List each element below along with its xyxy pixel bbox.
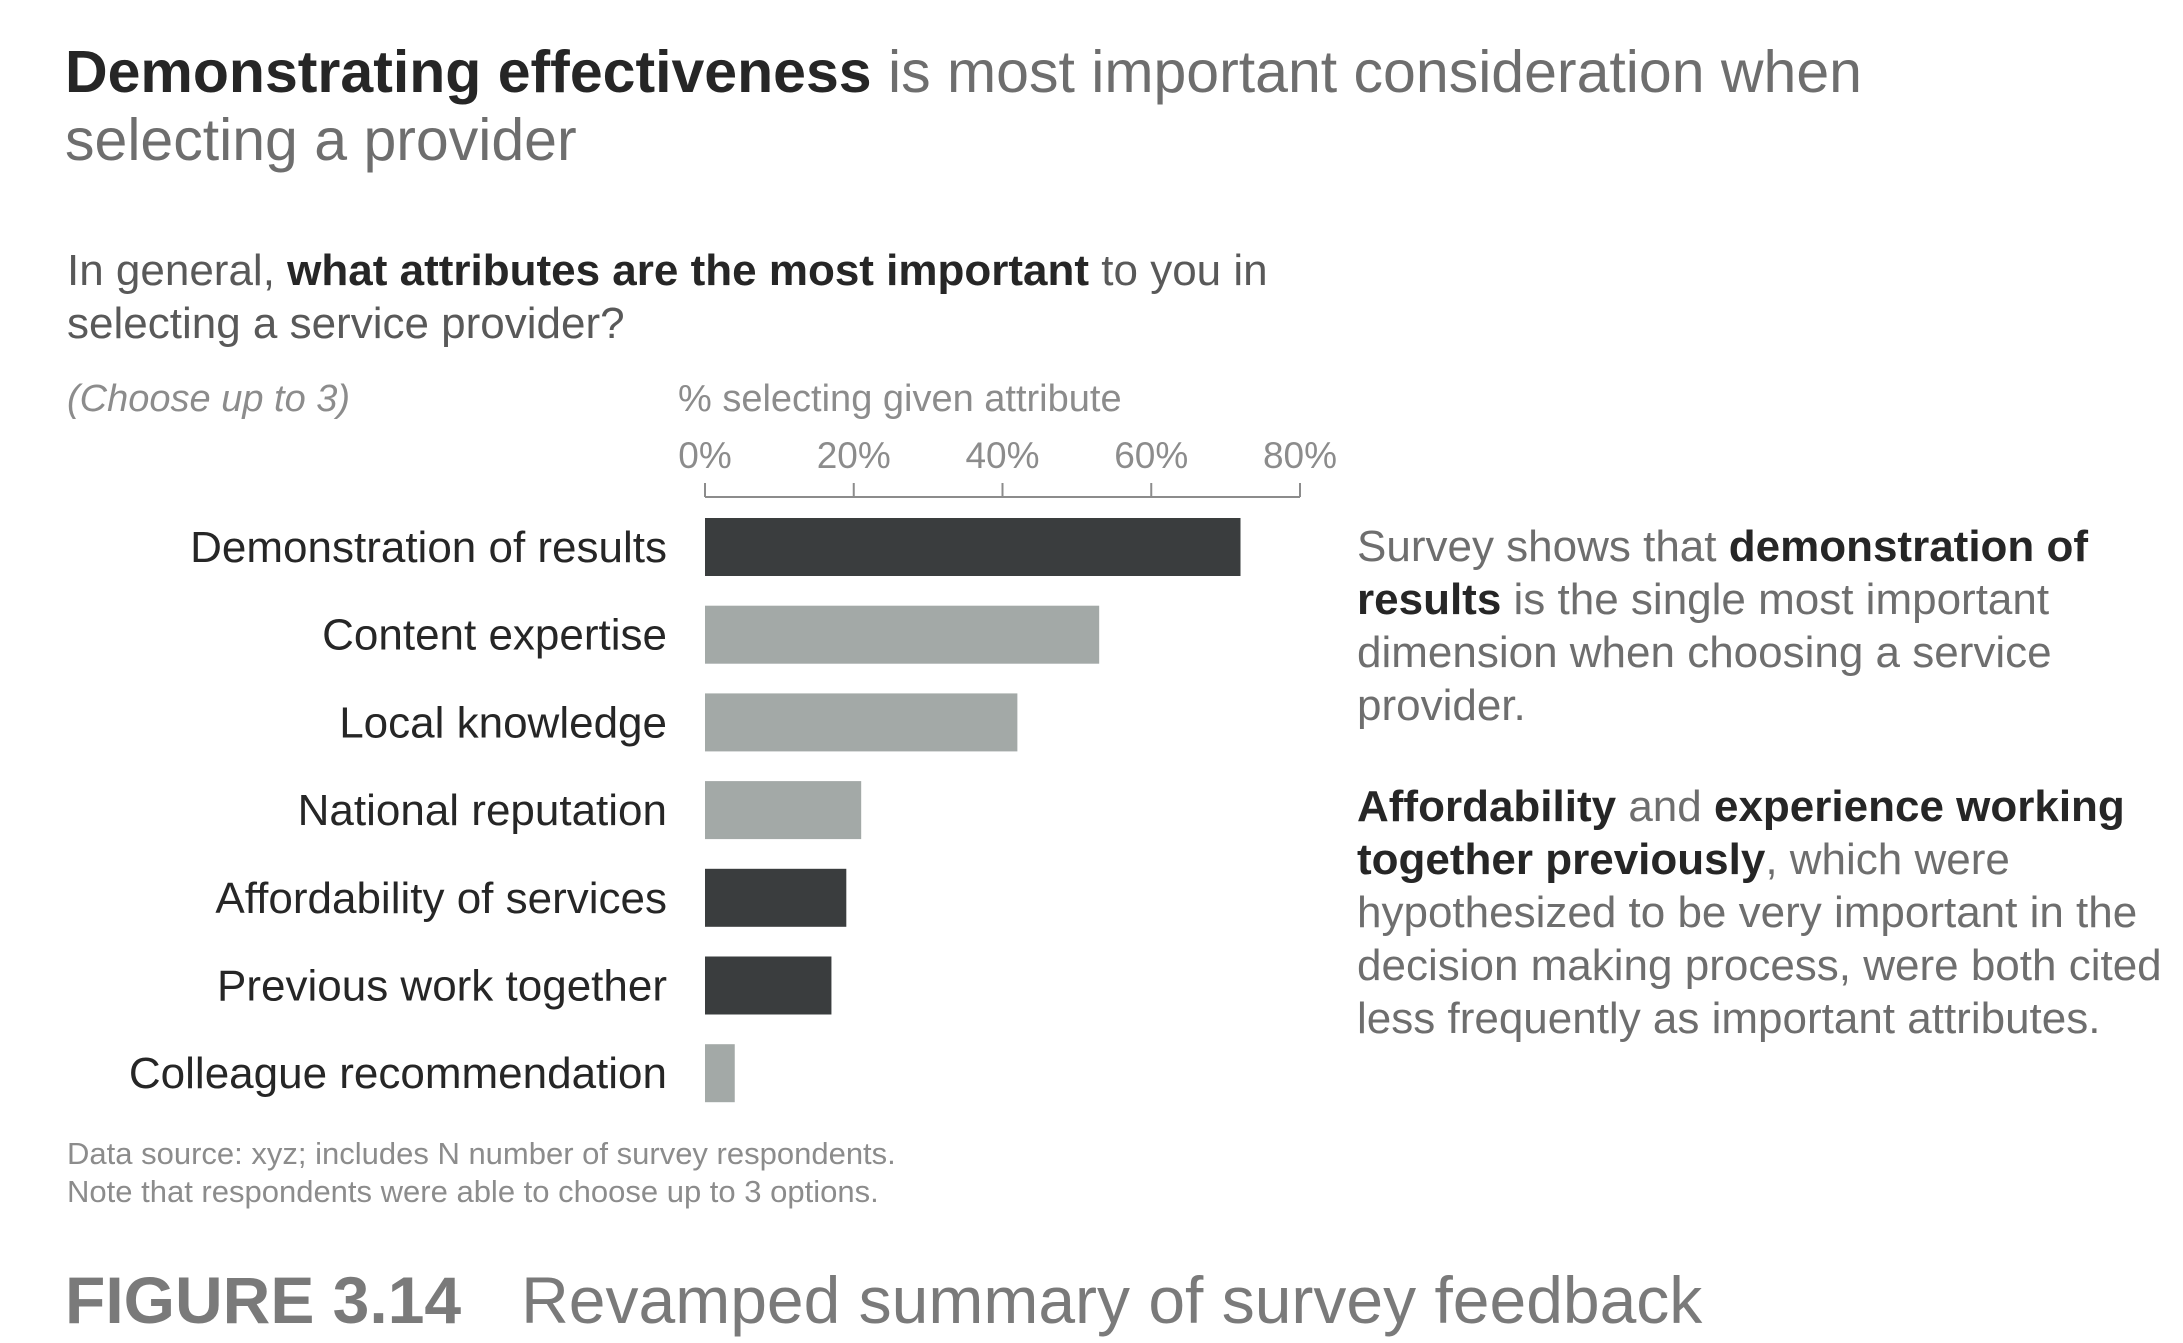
category-label: Content expertise xyxy=(322,611,667,660)
x-tick-label: 20% xyxy=(817,435,891,476)
figure-caption-text: Revamped summary of survey feedback xyxy=(521,1263,1703,1337)
category-labels: Demonstration of results Content expertis… xyxy=(129,523,667,1098)
category-label: Affordability of services xyxy=(215,874,667,923)
title-bold: Demonstrating effectiveness xyxy=(65,39,872,105)
x-axis-title: % selecting given attribute xyxy=(678,378,1122,420)
annotation-p2-bold1: Affordability xyxy=(1357,782,1617,831)
category-label: Local knowledge xyxy=(339,698,667,747)
category-label: Previous work together xyxy=(217,962,667,1011)
bar-previous-work-together xyxy=(705,956,832,1015)
category-label: Colleague recommendation xyxy=(129,1049,667,1098)
x-tick-label: 40% xyxy=(965,435,1039,476)
bars xyxy=(705,518,1241,1103)
x-axis: 0% 20% 40% 60% 80% xyxy=(678,435,1337,498)
annotation-panel: Survey shows that demonstration of resul… xyxy=(1357,520,2167,1093)
question-suffix: to you in selecting a service provider? xyxy=(67,246,1268,348)
bar-local-knowledge xyxy=(705,693,1018,752)
annotation-p2-bold2: experience working together previously xyxy=(1357,782,2125,884)
annotation-paragraph-2: Affordability and experience working tog… xyxy=(1357,780,2167,1045)
x-tick-label: 80% xyxy=(1263,435,1337,476)
title-rest: is most important consideration when sel… xyxy=(65,39,1862,173)
chart-title: Demonstrating effectiveness is most impo… xyxy=(65,38,1865,174)
annotation-p2-a: and xyxy=(1616,782,1714,831)
figure-caption: FIGURE 3.14 Revamped summary of survey fe… xyxy=(65,1262,1702,1338)
survey-question: In general, what attributes are the most… xyxy=(67,244,1367,350)
category-label: National reputation xyxy=(298,786,667,835)
annotation-p1-a: Survey shows that xyxy=(1357,522,1729,571)
category-label: Demonstration of results xyxy=(190,523,667,572)
annotation-p1-bold: demonstration of results xyxy=(1357,522,2089,624)
x-tick-label: 0% xyxy=(678,435,731,476)
bar-content-expertise xyxy=(705,605,1100,664)
annotation-p1-b: is the single most important dimension w… xyxy=(1357,575,2052,730)
question-prefix: In general, xyxy=(67,246,288,295)
question-bold: what attributes are the most important xyxy=(287,246,1090,295)
source-line-1: Data source: xyz; includes N number of s… xyxy=(67,1136,896,1171)
bar-national-reputation xyxy=(705,781,862,840)
data-source-note: Data source: xyz; includes N number of s… xyxy=(67,1135,896,1211)
source-line-2: Note that respondents were able to choos… xyxy=(67,1174,879,1209)
choose-note: (Choose up to 3) xyxy=(67,378,351,420)
x-tick-label: 60% xyxy=(1114,435,1188,476)
annotation-p2-b: , which were hypothesized to be very imp… xyxy=(1357,835,2162,1043)
annotation-paragraph-1: Survey shows that demonstration of resul… xyxy=(1357,520,2167,732)
bar-colleague-recommendation xyxy=(705,1044,735,1103)
figure-number: FIGURE 3.14 xyxy=(65,1263,462,1337)
bar-demonstration-of-results xyxy=(705,518,1241,576)
bar-affordability-of-services xyxy=(705,868,847,927)
